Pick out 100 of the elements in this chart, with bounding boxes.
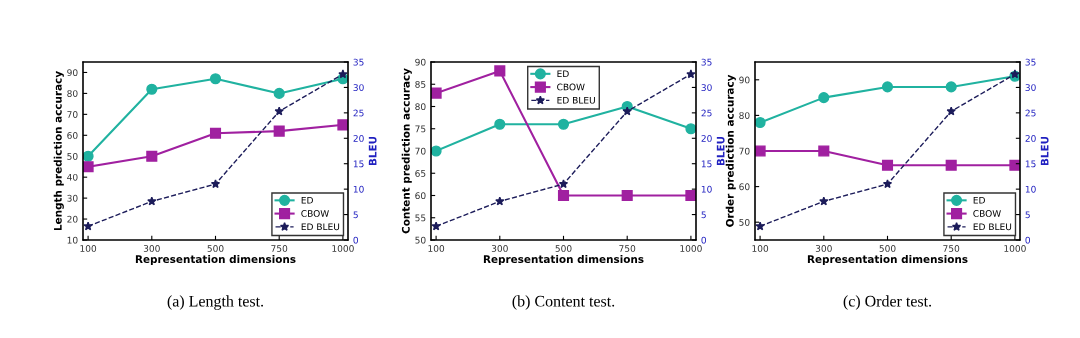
y-tick-label: 65	[415, 169, 426, 177]
point	[337, 119, 348, 131]
point	[818, 92, 830, 104]
x-tick-label: 300	[815, 245, 832, 252]
legend-label: CBOW	[557, 83, 585, 91]
point	[621, 189, 633, 202]
y-tick-label: 60	[739, 183, 750, 191]
x-tick-label: 750	[271, 245, 288, 252]
y2-tick-label: 15	[353, 160, 364, 168]
point	[83, 150, 94, 162]
point	[209, 73, 222, 85]
y2-tick-label: 25	[701, 109, 712, 117]
y2-tick-label: 20	[701, 135, 712, 142]
text: (c) Order test.	[843, 295, 932, 310]
point	[274, 106, 284, 116]
point	[495, 196, 505, 206]
y2-tick-label: 30	[701, 84, 712, 91]
y-tick-label: 50	[739, 218, 750, 226]
point	[431, 221, 441, 231]
y2-tick-label: 15	[1025, 160, 1036, 168]
point	[83, 221, 93, 231]
y-tick-label: 70	[67, 111, 78, 118]
text: (a) Length test.	[167, 295, 264, 310]
point	[622, 106, 632, 116]
y2-tick-label: 30	[1025, 84, 1036, 91]
legend-label: ED BLEU	[973, 223, 1012, 231]
x-axis-title: Representation dimensions	[483, 254, 644, 266]
legend-label: CBOW	[973, 210, 1001, 217]
point	[685, 189, 696, 202]
y2-tick-label: 35	[701, 58, 712, 66]
y2-tick-label: 35	[1025, 58, 1036, 66]
x-tick-label: 100	[752, 245, 769, 252]
x-tick-label: 1000	[1004, 245, 1026, 252]
point	[431, 145, 442, 157]
y-tick-label: 85	[415, 80, 426, 88]
y-tick-label: 80	[739, 112, 750, 119]
point	[210, 179, 221, 189]
y2-tick-label: 20	[353, 135, 364, 142]
point	[147, 196, 157, 206]
x-tick-label: 100	[80, 245, 97, 252]
x-tick-label: 500	[207, 245, 224, 252]
point	[945, 159, 957, 171]
y-tick-label: 55	[415, 214, 426, 222]
x-tick-label: 750	[619, 245, 636, 252]
point	[146, 83, 158, 95]
point	[686, 69, 696, 79]
x-tick-label: 500	[879, 245, 896, 252]
x-tick-label: 300	[491, 245, 508, 252]
point	[819, 196, 829, 206]
y-axis-title: Order prediction accuracy	[725, 74, 736, 227]
legend-label: CBOW	[301, 210, 329, 217]
y-tick-label: 40	[67, 173, 78, 181]
y2-tick-label: 10	[353, 185, 364, 193]
y-tick-label: 75	[415, 125, 426, 133]
point	[881, 81, 894, 93]
y-tick-label: 60	[415, 192, 426, 200]
point	[273, 125, 285, 137]
x-tick-label: 300	[143, 245, 160, 252]
legend-label: ED	[301, 196, 313, 204]
y2-axis-title: BLEU	[368, 136, 377, 166]
x-tick-label: 1000	[332, 245, 354, 252]
y-tick-label: 90	[67, 69, 78, 77]
y2-tick-label: 25	[353, 109, 364, 117]
point	[945, 81, 957, 93]
point	[494, 65, 506, 77]
y2-tick-label: 10	[1025, 185, 1036, 193]
point	[881, 159, 894, 171]
y-tick-label: 50	[67, 152, 78, 160]
y2-tick-label: 20	[1025, 135, 1036, 142]
point	[755, 221, 765, 231]
y-tick-label: 30	[67, 194, 78, 202]
x-tick-label: 750	[943, 245, 960, 252]
text: (b) Content test.	[512, 295, 615, 310]
y-tick-label: 70	[415, 147, 426, 155]
y-tick-label: 20	[67, 215, 78, 223]
y-tick-label: 90	[739, 76, 750, 84]
y2-tick-label: 0	[1025, 236, 1031, 244]
point	[882, 179, 893, 189]
point	[755, 116, 766, 129]
point	[209, 127, 222, 139]
point	[557, 189, 570, 202]
point	[338, 69, 348, 79]
x-tick-label: 100	[428, 245, 445, 252]
point	[273, 87, 285, 99]
x-axis-title: Representation dimensions	[135, 254, 296, 266]
y2-tick-label: 35	[353, 58, 364, 66]
point	[558, 179, 569, 189]
y2-tick-label: 5	[701, 211, 706, 219]
legend-label: ED	[973, 196, 985, 204]
point	[557, 118, 570, 130]
y-tick-label: 10	[67, 236, 78, 244]
y-tick-label: 50	[415, 236, 426, 244]
y2-tick-label: 5	[353, 211, 358, 219]
y2-tick-label: 30	[353, 84, 364, 91]
y2-axis-title: BLEU	[1040, 136, 1049, 166]
point	[83, 161, 94, 173]
y-tick-label: 80	[67, 90, 78, 97]
point	[1009, 159, 1020, 171]
point	[431, 87, 442, 99]
point	[146, 150, 158, 162]
